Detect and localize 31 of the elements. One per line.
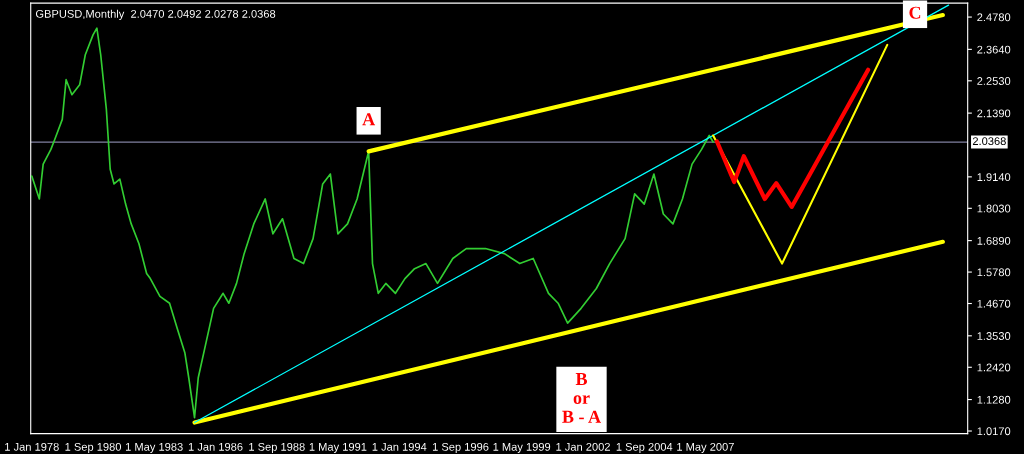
y-tick-label: 1.8030 [977,204,1011,213]
x-tick-label: 1 May 2007 [677,442,734,453]
x-tick-label: 1 May 1991 [309,442,367,453]
y-tick-label: 2.2530 [977,77,1011,85]
y-tick-label: 1.2420 [977,363,1011,372]
y-tick-label: 2.3640 [977,45,1011,54]
ref-line-label: 2.0368 [972,137,1006,146]
annotation: C [909,6,921,19]
y-tick-label: 1.4670 [977,299,1011,308]
y-tick-label: 1.5780 [977,268,1011,277]
x-tick-label: 1 Jan 1986 [188,442,243,451]
annotation: B or B - A [562,373,601,423]
y-tick-label: 2.1390 [977,109,1011,118]
line-series [714,67,871,209]
x-tick-label: 1 May 1983 [125,442,183,453]
y-tick-label: 1.1280 [977,395,1011,404]
y-tick-label: 1.6890 [977,236,1011,245]
x-tick-label: 1 Jan 1994 [372,442,427,451]
y-tick-label: 1.9140 [977,173,1011,181]
x-tick-label: 1 Jan 1978 [5,442,59,451]
x-tick-label: 1 Sep 1996 [432,442,489,453]
x-tick-label: 1 Sep 2004 [616,442,673,453]
text: GBPUSD,Monthly 2.0470 2.0492 2.0278 2.0368 [35,9,276,20]
x-tick-label: 1 May 1999 [493,442,551,453]
y-tick-label: 1.0170 [977,427,1011,436]
y-tick-label: 2.4780 [977,13,1011,22]
annotation: A [362,113,376,126]
x-tick-label: 1 Sep 1980 [65,442,122,453]
x-tick-label: 1 Sep 1988 [249,442,305,453]
x-tick-label: 1 Jan 2002 [556,442,610,451]
y-tick-label: 1.3530 [977,332,1011,340]
